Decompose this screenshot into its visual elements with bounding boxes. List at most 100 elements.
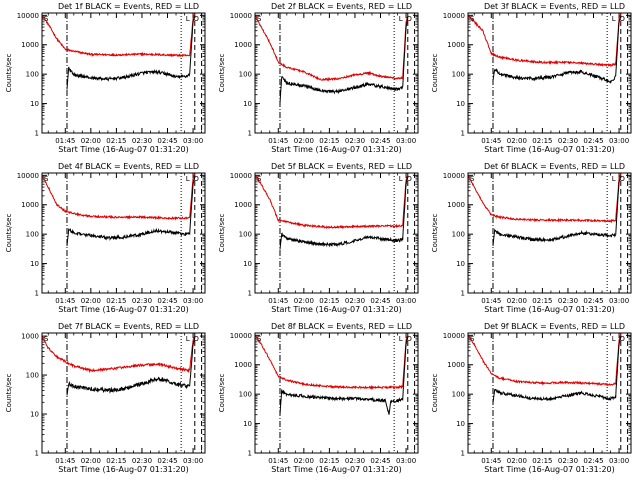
plot-frame <box>254 332 419 454</box>
marker-s: S <box>470 15 475 23</box>
events-series-line <box>492 336 622 404</box>
marker-s: S <box>257 335 262 343</box>
x-axis-label: Start Time (16-Aug-07 01:31:20) <box>484 305 615 314</box>
y-tick-label: 1000 <box>21 41 39 49</box>
x-tick-label: 02:15 <box>532 457 552 465</box>
y-tick-label: 1000 <box>21 201 39 209</box>
x-tick-label: 03:00 <box>396 457 416 465</box>
x-tick-label: 02:00 <box>81 297 101 305</box>
chart-panel-8: Det 8f BLACK = Events, RED = LLD Counts/s… <box>218 322 419 474</box>
x-tick-label: 01:45 <box>268 297 288 305</box>
lld-series-line <box>468 333 622 387</box>
lld-series-line <box>468 173 622 224</box>
x-tick-label: 01:45 <box>481 457 501 465</box>
events-series-line <box>66 337 196 396</box>
y-tick-label: 100 <box>26 231 39 239</box>
y-axis-label: Counts/sec <box>431 374 439 413</box>
x-tick-label: 02:15 <box>532 137 552 145</box>
marker-s: S <box>257 15 262 23</box>
x-axis-label: Start Time (16-Aug-07 01:31:20) <box>271 305 402 314</box>
plot-frame <box>41 12 206 134</box>
y-axis-label: Counts/sec <box>5 214 13 253</box>
y-tick-label: 10000 <box>17 12 39 20</box>
events-series-line <box>66 176 196 246</box>
events-series-line <box>492 176 622 246</box>
marker-l: L <box>186 15 190 23</box>
y-tick-label: 1 <box>35 130 39 138</box>
marker-o: O <box>406 175 412 183</box>
chart-title: Det 8f BLACK = Events, RED = LLD <box>271 322 412 331</box>
x-axis-label: Start Time (16-Aug-07 01:31:20) <box>484 145 615 154</box>
marker-l: L <box>612 15 616 23</box>
x-tick-label: 01:45 <box>55 297 75 305</box>
x-tick-label: 02:30 <box>345 297 365 305</box>
y-axis-label: Counts/sec <box>5 54 13 93</box>
x-axis-label: Start Time (16-Aug-07 01:31:20) <box>271 465 402 474</box>
marker-s: S <box>470 335 475 343</box>
y-tick-label: 1000 <box>447 41 465 49</box>
plot-frame <box>467 172 632 294</box>
chart-title: Det 5f BLACK = Events, RED = LLD <box>271 162 412 171</box>
x-tick-label: 02:15 <box>532 297 552 305</box>
x-tick-label: 02:00 <box>294 137 314 145</box>
y-tick-label: 1 <box>461 290 465 298</box>
y-tick-label: 1000 <box>234 361 252 369</box>
y-tick-label: 1 <box>461 450 465 458</box>
x-tick-label: 02:15 <box>319 457 339 465</box>
y-tick-label: 1 <box>248 130 252 138</box>
x-axis-label: Start Time (16-Aug-07 01:31:20) <box>58 145 189 154</box>
marker-o: O <box>619 335 625 343</box>
chart-panel-9: Det 9f BLACK = Events, RED = LLD Counts/s… <box>431 322 632 474</box>
x-tick-label: 02:00 <box>81 457 101 465</box>
events-series-line <box>279 176 409 250</box>
lld-series-line <box>255 15 409 82</box>
x-tick-label: 01:45 <box>268 137 288 145</box>
plot-frame <box>41 332 206 454</box>
marker-o: O <box>193 175 199 183</box>
y-tick-label: 10 <box>456 100 465 108</box>
x-tick-label: 02:30 <box>345 457 365 465</box>
x-tick-label: 02:15 <box>106 457 126 465</box>
y-tick-label: 100 <box>239 71 252 79</box>
y-tick-label: 10 <box>243 420 252 428</box>
x-tick-label: 02:30 <box>558 457 578 465</box>
chart-title: Det 7f BLACK = Events, RED = LLD <box>58 322 199 331</box>
marker-o: O <box>193 335 199 343</box>
chart-panel-3: Det 3f BLACK = Events, RED = LLD Counts/s… <box>431 2 632 154</box>
chart-panel-6: Det 6f BLACK = Events, RED = LLD Counts/s… <box>431 162 632 314</box>
x-tick-label: 03:00 <box>183 297 203 305</box>
lld-series-line <box>42 13 196 58</box>
y-tick-label: 10 <box>243 100 252 108</box>
marker-o: O <box>193 15 199 23</box>
y-tick-label: 100 <box>26 372 39 380</box>
x-tick-label: 02:45 <box>583 137 603 145</box>
y-tick-label: 1000 <box>447 201 465 209</box>
x-tick-label: 02:15 <box>106 297 126 305</box>
x-tick-label: 02:45 <box>157 137 177 145</box>
x-tick-label: 02:15 <box>319 137 339 145</box>
y-tick-label: 1 <box>35 290 39 298</box>
y-tick-label: 100 <box>452 391 465 399</box>
chart-panel-1: Det 1f BLACK = Events, RED = LLD Counts/s… <box>5 2 206 154</box>
x-tick-label: 01:45 <box>55 457 75 465</box>
x-axis-label: Start Time (16-Aug-07 01:31:20) <box>271 145 402 154</box>
marker-o: O <box>619 15 625 23</box>
y-axis-label: Counts/sec <box>431 214 439 253</box>
x-tick-label: 02:00 <box>294 457 314 465</box>
chart-panel-5: Det 5f BLACK = Events, RED = LLD Counts/s… <box>218 162 419 314</box>
y-axis-label: Counts/sec <box>431 54 439 93</box>
y-tick-label: 10000 <box>443 12 465 20</box>
x-tick-label: 03:00 <box>609 297 629 305</box>
y-tick-label: 1000 <box>234 41 252 49</box>
x-tick-label: 03:00 <box>183 457 203 465</box>
y-tick-label: 10 <box>456 420 465 428</box>
y-tick-label: 10 <box>243 260 252 268</box>
y-tick-label: 100 <box>452 231 465 239</box>
y-tick-label: 1000 <box>447 361 465 369</box>
x-tick-label: 03:00 <box>609 137 629 145</box>
y-axis-label: Counts/sec <box>218 54 226 93</box>
y-tick-label: 10000 <box>443 172 465 180</box>
x-tick-label: 02:45 <box>370 457 390 465</box>
y-tick-label: 100 <box>452 71 465 79</box>
